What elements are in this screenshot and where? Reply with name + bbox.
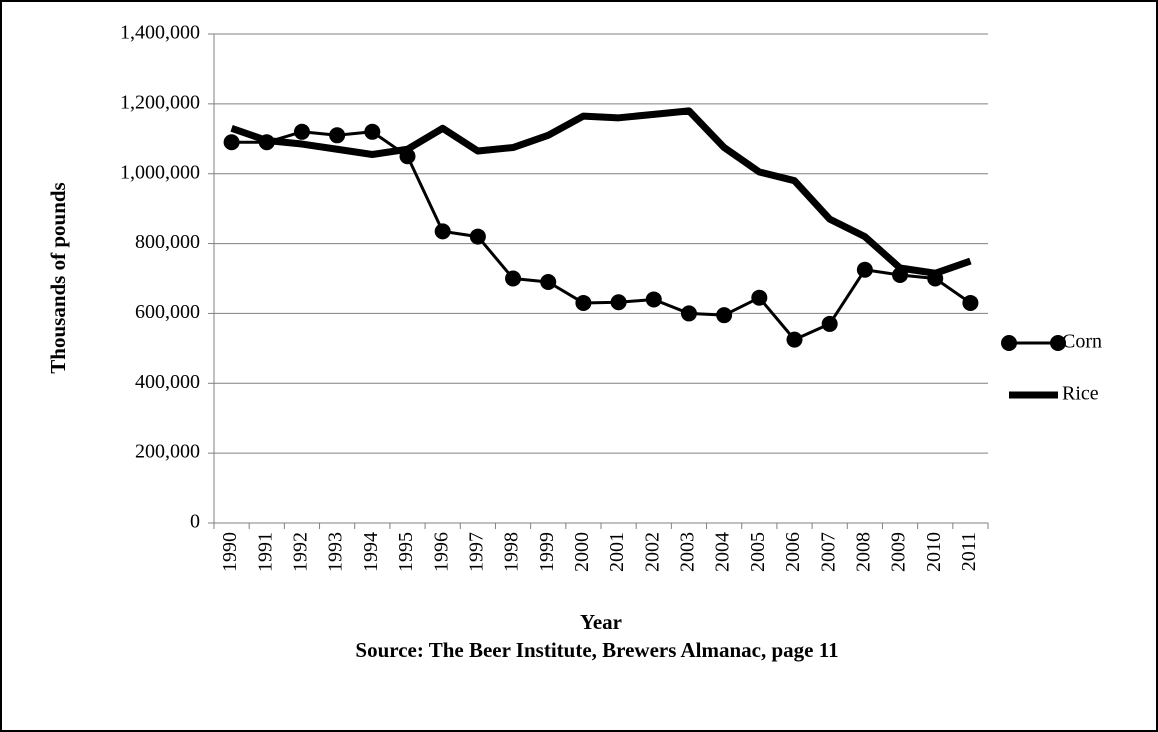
- y-tick-label: 1,000,000: [120, 161, 200, 183]
- marker: [575, 294, 592, 311]
- y-tick-label: 400,000: [135, 371, 200, 393]
- y-tick-label: 600,000: [135, 301, 200, 323]
- x-tick-label: 1993: [325, 532, 347, 572]
- y-tick-label: 200,000: [135, 441, 200, 463]
- legend-label: Corn: [1062, 331, 1102, 353]
- y-tick-label: 1,400,000: [120, 22, 200, 44]
- y-axis-title: Thousands of pounds: [46, 182, 70, 373]
- legend-marker: [1001, 335, 1017, 351]
- x-tick-label: 1995: [395, 532, 417, 572]
- x-tick-label: 1991: [254, 532, 276, 572]
- x-tick-label: 1996: [430, 532, 452, 572]
- x-tick-label: 2004: [712, 532, 734, 572]
- marker: [716, 307, 733, 324]
- legend-label: Rice: [1062, 383, 1099, 405]
- x-tick-label: 1990: [219, 532, 241, 572]
- x-tick-label: 2006: [782, 532, 804, 572]
- x-tick-label: 1994: [360, 532, 382, 572]
- legend-marker: [1050, 335, 1066, 351]
- y-tick-label: 800,000: [135, 231, 200, 253]
- x-tick-label: 2009: [888, 532, 910, 572]
- marker: [223, 134, 240, 151]
- marker: [751, 289, 768, 306]
- marker: [505, 270, 522, 287]
- marker: [856, 261, 873, 278]
- marker: [821, 315, 838, 332]
- x-tick-label: 1998: [501, 532, 523, 572]
- y-tick-label: 0: [190, 511, 200, 533]
- x-tick-label: 2010: [923, 532, 945, 572]
- line-rice: [230, 107, 972, 277]
- marker: [364, 123, 381, 140]
- x-tick-label: 1992: [290, 532, 312, 572]
- marker: [786, 331, 803, 348]
- marker: [610, 294, 627, 311]
- x-tick-label: 2000: [571, 532, 593, 572]
- marker: [680, 305, 697, 322]
- marker: [434, 223, 451, 240]
- x-tick-label: 2007: [817, 532, 839, 572]
- x-tick-label: 2001: [606, 532, 628, 572]
- marker: [962, 294, 979, 311]
- x-tick-label: 2005: [747, 532, 769, 572]
- marker: [469, 228, 486, 245]
- marker: [293, 123, 310, 140]
- x-tick-label: 2002: [641, 532, 663, 572]
- marker: [540, 273, 557, 290]
- marker: [645, 291, 662, 308]
- x-tick-label: 1997: [465, 532, 487, 572]
- line-corn: [231, 130, 972, 342]
- source-note: Source: The Beer Institute, Brewers Alma…: [355, 638, 838, 662]
- y-tick-label: 1,200,000: [120, 91, 200, 113]
- x-tick-label: 2011: [958, 532, 980, 571]
- x-tick-label: 2003: [677, 532, 699, 572]
- x-axis-title: Year: [580, 610, 622, 634]
- x-tick-label: 1999: [536, 532, 558, 572]
- marker: [329, 127, 346, 144]
- x-tick-label: 2008: [852, 532, 874, 572]
